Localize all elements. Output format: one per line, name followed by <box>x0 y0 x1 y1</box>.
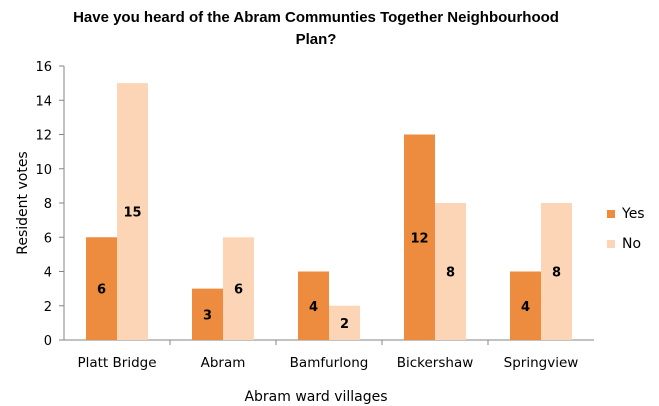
legend: Yes No <box>607 206 645 252</box>
chart-title-line-2: Plan? <box>296 31 337 48</box>
data-label: 8 <box>552 266 561 281</box>
plot-area: 0 2 4 6 8 10 12 14 16 Platt Bridge 6 15 Abram 3 6 Bamfu… <box>35 60 594 371</box>
bar-no-bamfurlong <box>329 305 360 340</box>
x-tick-label: Springview <box>504 355 579 371</box>
data-label: 4 <box>521 300 530 315</box>
y-tick-label: 12 <box>35 129 52 144</box>
data-label: 3 <box>203 308 212 323</box>
data-label: 15 <box>123 206 141 221</box>
x-tick-label: Bamfurlong <box>290 355 369 371</box>
data-label: 2 <box>340 317 349 332</box>
bar-yes-platt-bridge <box>86 237 117 340</box>
bar-yes-springview <box>510 271 541 340</box>
y-tick-label: 4 <box>44 266 52 281</box>
chart-title-line-1: Have you heard of the Abram Communties T… <box>73 9 559 26</box>
data-label: 6 <box>97 283 106 298</box>
legend-label-yes: Yes <box>621 206 645 222</box>
bar-yes-abram <box>192 288 223 340</box>
bar-yes-bamfurlong <box>298 271 329 340</box>
data-label: 12 <box>410 231 428 246</box>
bar-no-abram <box>223 237 254 340</box>
bar-no-springview <box>541 203 572 340</box>
y-tick-label: 0 <box>44 334 52 349</box>
legend-swatch-no <box>607 240 615 248</box>
bar-yes-bickershaw <box>404 134 435 340</box>
x-tick-label: Abram <box>201 355 246 371</box>
y-tick-label: 2 <box>44 300 52 315</box>
data-label: 6 <box>234 283 243 298</box>
x-tick-label: Platt Bridge <box>77 355 156 371</box>
y-axis-title: Resident votes <box>15 151 31 254</box>
y-tick-label: 16 <box>35 60 52 75</box>
x-tick-label: Bickershaw <box>397 355 474 371</box>
y-tick-label: 14 <box>35 94 52 109</box>
y-tick-label: 8 <box>44 197 52 212</box>
data-label: 4 <box>309 300 318 315</box>
legend-swatch-yes <box>607 210 615 218</box>
bar-no-platt-bridge <box>117 83 148 340</box>
data-label: 8 <box>446 266 455 281</box>
y-tick-label: 10 <box>35 163 52 178</box>
bar-no-bickershaw <box>435 203 466 340</box>
legend-label-no: No <box>622 236 641 252</box>
x-axis-title: Abram ward villages <box>244 389 387 405</box>
y-tick-label: 6 <box>44 231 52 246</box>
